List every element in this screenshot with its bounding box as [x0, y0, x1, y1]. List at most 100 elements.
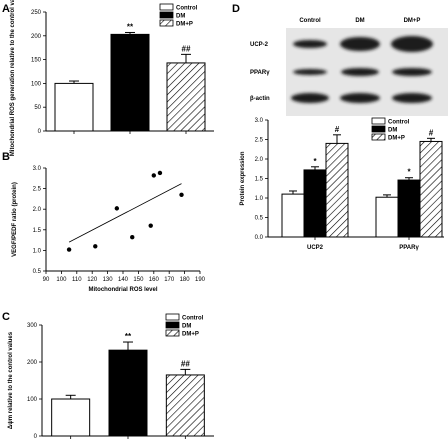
- significance-mark: *: [313, 157, 317, 166]
- bar: [54, 82, 94, 132]
- panel-c-chart: 0 100 200 300 ** ## Δψm relative to the contro…: [8, 313, 214, 440]
- blot-band: [293, 40, 327, 48]
- scatter-point: [157, 170, 163, 176]
- scatter-point: [93, 244, 98, 249]
- significance-mark: *: [407, 168, 411, 177]
- panel-a-chart: 0 50 100 150 200 250 ** ## Mitochondrial ROS gen…: [10, 0, 214, 156]
- legend-label: DM: [176, 14, 185, 20]
- bar: [110, 33, 150, 132]
- legend-swatch: [159, 11, 174, 19]
- legend-label: DM+P: [388, 136, 405, 142]
- y-tick-label: 3.0: [255, 118, 264, 124]
- panel-letter-b: B: [2, 151, 10, 163]
- bar: [419, 140, 443, 238]
- y-axis-title: Protein expression: [240, 151, 246, 205]
- x-tick-label: 110: [72, 277, 82, 283]
- legend-swatch: [159, 19, 174, 27]
- significance-mark: #: [335, 125, 340, 134]
- y-tick-label: 150: [31, 58, 42, 64]
- y-tick-label: 1.0: [255, 196, 264, 202]
- significance-mark: #: [429, 128, 434, 137]
- legend-label: Control: [388, 120, 410, 126]
- x-tick-label: 170: [164, 277, 175, 283]
- legend-swatch: [165, 313, 180, 321]
- blot-band: [340, 37, 380, 51]
- bar: [375, 196, 399, 238]
- y-tick-label: 200: [27, 360, 38, 366]
- legend-swatch: [371, 125, 386, 133]
- y-tick-label: 0: [34, 434, 38, 440]
- bar: [325, 142, 349, 238]
- scatter-point: [114, 206, 120, 211]
- significance-mark: ##: [182, 44, 191, 53]
- significance-mark: **: [127, 22, 134, 31]
- scatter-point: [66, 247, 72, 252]
- blot-band: [392, 93, 432, 103]
- y-tick-label: 300: [27, 323, 38, 329]
- x-tick-label: 90: [43, 277, 50, 283]
- panel-b-chart: 0.5 1.0 1.5 2.0 2.5 3.0 90 100 110 120 130 140 150 16…: [12, 166, 206, 293]
- panel-letter-a: A: [2, 3, 10, 15]
- x-tick-label: 140: [118, 277, 129, 283]
- legend-label: DM: [388, 128, 397, 134]
- panel-letter-c: C: [2, 311, 10, 323]
- x-category-label: PPARγ: [399, 245, 419, 251]
- legend-swatch: [371, 133, 386, 141]
- y-axis-title: Mitochondrial ROS generation relative to…: [10, 0, 16, 156]
- blot-column-label: Control: [299, 18, 321, 24]
- panel-letter-d: D: [232, 3, 240, 15]
- y-tick-label: 0.0: [255, 235, 264, 241]
- legend-label: DM: [182, 324, 191, 330]
- blot-band: [293, 69, 327, 75]
- bar: [165, 374, 205, 437]
- x-tick-label: 160: [149, 277, 160, 283]
- y-tick-label: 100: [27, 397, 38, 403]
- x-axis-title: Mitochondrial ROS level: [88, 287, 157, 293]
- scatter-point: [179, 192, 184, 197]
- legend-swatch: [165, 329, 180, 337]
- bar: [166, 62, 206, 132]
- y-tick-label: 0.5: [255, 216, 264, 222]
- legend-label: Control: [176, 6, 198, 12]
- legend-swatch: [165, 321, 180, 329]
- significance-mark: ##: [181, 359, 190, 368]
- blot-row-label: β-actin: [250, 96, 270, 102]
- scatter-point: [151, 173, 156, 178]
- bar: [281, 193, 305, 238]
- y-tick-label: 50: [34, 105, 41, 111]
- blot-row-label: UCP-2: [250, 42, 269, 48]
- legend-swatch: [159, 3, 174, 11]
- blot-band: [291, 93, 329, 103]
- x-tick-label: 100: [56, 277, 67, 283]
- legend-label: DM+P: [176, 22, 193, 28]
- y-tick-label: 0.5: [33, 269, 42, 275]
- y-tick-label: 100: [31, 81, 42, 87]
- blot-column-label: DM: [355, 18, 364, 24]
- y-tick-label: 1.5: [33, 228, 42, 234]
- blot-band: [392, 68, 432, 76]
- significance-mark: **: [125, 332, 132, 341]
- x-tick-label: 190: [195, 277, 206, 283]
- x-category-label: UCP2: [307, 245, 324, 251]
- blot-band: [391, 36, 433, 52]
- y-axis-title: VEGF/PEDF ratio (protein): [12, 182, 18, 257]
- legend-label: Control: [182, 316, 204, 322]
- y-tick-label: 2.0: [255, 157, 264, 163]
- legend-label: DM+P: [182, 332, 199, 338]
- y-tick-label: 2.5: [255, 138, 264, 144]
- x-tick-label: 130: [103, 277, 114, 283]
- y-tick-label: 250: [31, 10, 42, 16]
- x-tick-label: 150: [133, 277, 144, 283]
- y-tick-label: 2.5: [33, 187, 42, 193]
- y-tick-label: 1.5: [255, 177, 264, 183]
- blot-row-label: PPARγ: [250, 70, 270, 76]
- bar: [108, 349, 148, 437]
- x-tick-label: 120: [87, 277, 98, 283]
- y-tick-label: 1.0: [33, 248, 42, 254]
- legend-swatch: [371, 117, 386, 125]
- bar: [397, 179, 421, 238]
- bar: [303, 169, 327, 238]
- y-tick-label: 2.0: [33, 207, 42, 213]
- blot-column-label: DM+P: [404, 18, 421, 24]
